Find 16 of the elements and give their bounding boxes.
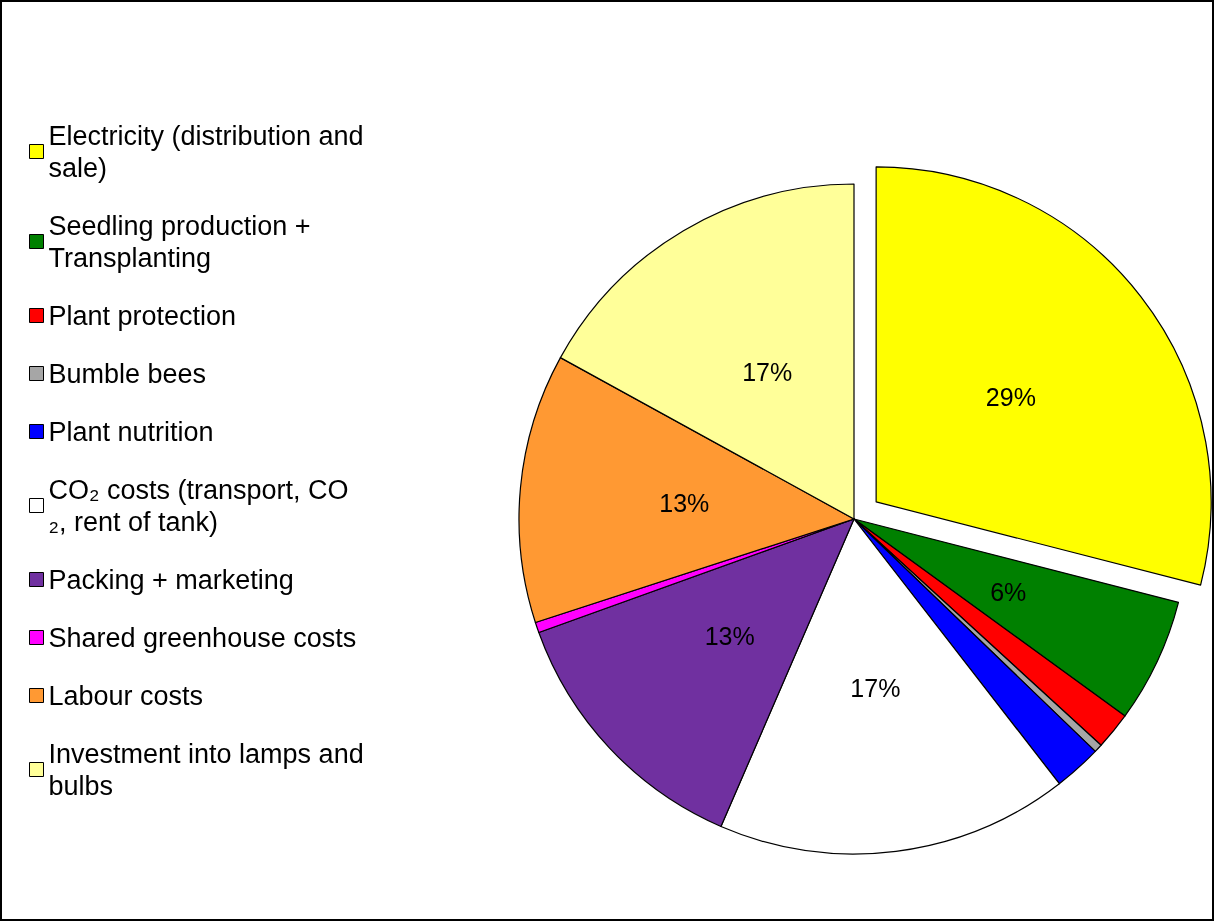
legend-label: Seedling production + Transplanting — [48, 210, 318, 273]
legend-label: Investment into lamps and bulbs — [48, 738, 372, 801]
legend-label: Packing + marketing — [48, 564, 294, 595]
legend-label: Electricity (distribution and sale) — [48, 120, 372, 183]
legend-label: Shared greenhouse costs — [48, 622, 357, 653]
legend-label: Labour costs — [48, 680, 204, 711]
legend-label: Bumble bees — [48, 358, 207, 389]
legend-label: CO₂ costs (transport, CO₂, rent of tank) — [48, 474, 349, 537]
data-label: 13% — [704, 621, 755, 650]
legend-label: Plant nutrition — [48, 416, 214, 447]
data-label: 17% — [850, 674, 901, 703]
data-label: 6% — [990, 577, 1027, 606]
legend-label: Plant protection — [48, 300, 237, 331]
data-label: 29% — [985, 383, 1036, 412]
data-label: 17% — [742, 358, 793, 387]
data-label: 13% — [659, 488, 710, 517]
